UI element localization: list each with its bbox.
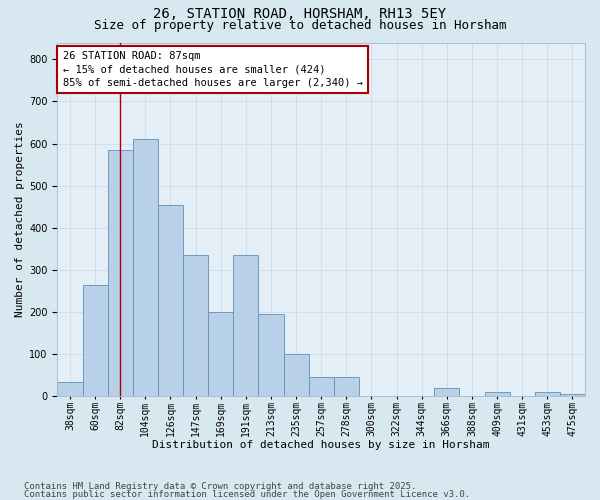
Bar [208,312,233,396]
Bar [107,150,133,396]
X-axis label: Distribution of detached houses by size in Horsham: Distribution of detached houses by size … [152,440,490,450]
Text: Contains HM Land Registry data © Crown copyright and database right 2025.: Contains HM Land Registry data © Crown c… [24,482,416,491]
Bar [560,394,585,396]
Bar [259,314,284,396]
Bar [334,378,359,396]
Bar [83,285,107,397]
Text: Size of property relative to detached houses in Horsham: Size of property relative to detached ho… [94,18,506,32]
Bar [284,354,308,397]
Bar [434,388,460,396]
Y-axis label: Number of detached properties: Number of detached properties [15,122,25,318]
Bar [485,392,509,396]
Text: Contains public sector information licensed under the Open Government Licence v3: Contains public sector information licen… [24,490,470,499]
Bar [58,382,83,396]
Bar [308,378,334,396]
Bar [183,256,208,396]
Text: 26 STATION ROAD: 87sqm
← 15% of detached houses are smaller (424)
85% of semi-de: 26 STATION ROAD: 87sqm ← 15% of detached… [62,52,362,88]
Text: 26, STATION ROAD, HORSHAM, RH13 5EY: 26, STATION ROAD, HORSHAM, RH13 5EY [154,8,446,22]
Bar [133,140,158,396]
Bar [158,204,183,396]
Bar [535,392,560,396]
Bar [233,256,259,396]
